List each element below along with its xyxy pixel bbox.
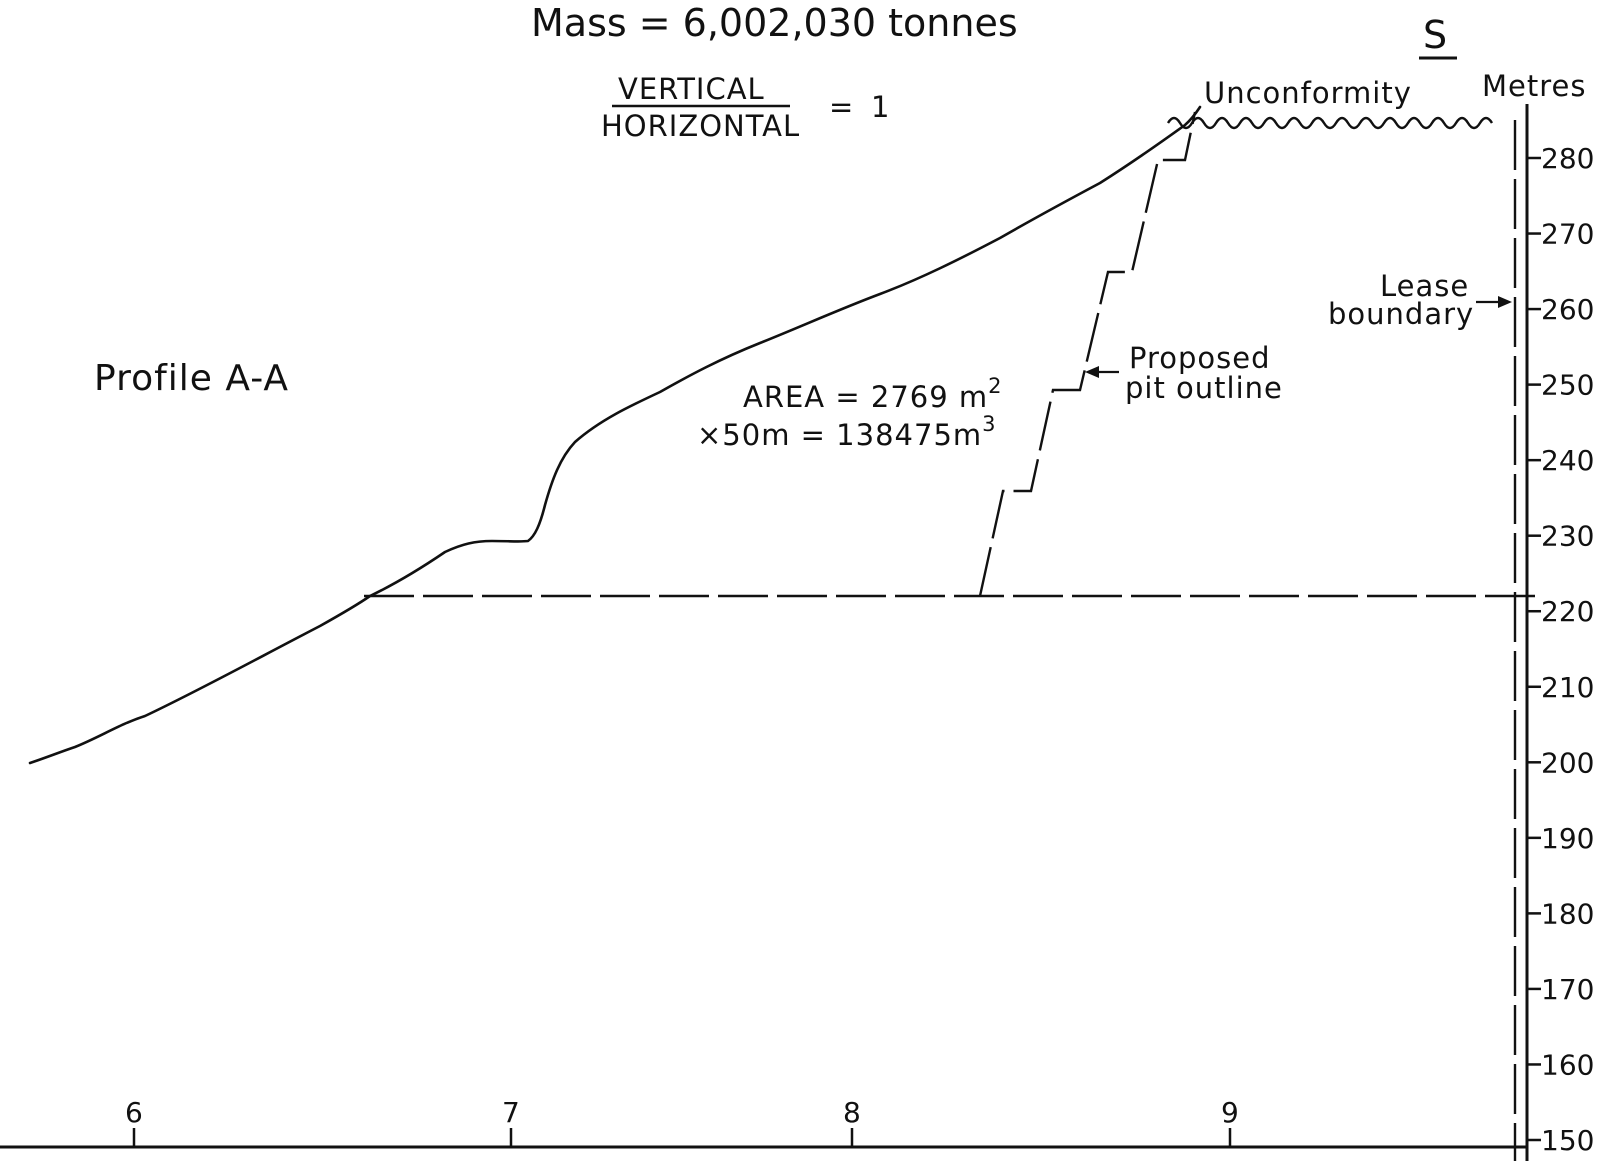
proposed-label-line1: Proposed bbox=[1129, 341, 1271, 375]
profile-label: Profile A-A bbox=[94, 358, 289, 399]
unconformity-line bbox=[1166, 116, 1494, 130]
y-axis-ticks: 280 270 260 250 240 230 220 210 200 190 180 170 160 1… bbox=[1527, 142, 1594, 1157]
y-tick-label: 150 bbox=[1541, 1124, 1594, 1157]
lease-arrow-head bbox=[1498, 296, 1512, 308]
area-label-line1: AREA = 2769 m2 bbox=[743, 374, 1003, 414]
y-axis-unit-label: Metres bbox=[1482, 69, 1586, 103]
x-axis-ticks: 6 7 8 9 bbox=[125, 1096, 1239, 1147]
lease-label-line1: Lease bbox=[1380, 269, 1469, 303]
proposed-arrow-head bbox=[1085, 366, 1099, 378]
x-tick-label: 6 bbox=[125, 1096, 143, 1129]
y-tick-label: 260 bbox=[1541, 293, 1594, 326]
y-tick-label: 270 bbox=[1541, 218, 1594, 251]
y-tick-label: 170 bbox=[1541, 973, 1594, 1006]
y-tick-label: 180 bbox=[1541, 897, 1594, 930]
mass-title: Mass = 6,002,030 tonnes bbox=[531, 1, 1018, 45]
x-tick-label: 7 bbox=[502, 1096, 520, 1129]
y-tick-label: 160 bbox=[1541, 1048, 1594, 1081]
x-tick-label: 8 bbox=[843, 1096, 861, 1129]
direction-marker: S bbox=[1423, 13, 1447, 57]
y-tick-label: 280 bbox=[1541, 142, 1594, 175]
lease-label-line2: boundary bbox=[1328, 297, 1474, 331]
proposed-pit-outline bbox=[978, 111, 1197, 597]
ground-profile-line bbox=[28, 105, 1202, 765]
scale-equals: = bbox=[829, 90, 854, 124]
proposed-label-line2: pit outline bbox=[1125, 371, 1283, 405]
area-label-line2: ×50m = 138475m3 bbox=[697, 412, 997, 452]
y-tick-label: 220 bbox=[1541, 595, 1594, 628]
scale-denominator: HORIZONTAL bbox=[601, 109, 800, 143]
y-tick-label: 240 bbox=[1541, 444, 1594, 477]
y-tick-label: 190 bbox=[1541, 822, 1594, 855]
y-tick-label: 230 bbox=[1541, 520, 1594, 553]
scale-value: 1 bbox=[871, 90, 890, 124]
unconformity-label: Unconformity bbox=[1204, 76, 1412, 110]
y-tick-label: 250 bbox=[1541, 369, 1594, 402]
scale-numerator: VERTICAL bbox=[618, 72, 765, 106]
y-tick-label: 210 bbox=[1541, 671, 1594, 704]
x-tick-label: 9 bbox=[1221, 1096, 1239, 1129]
y-tick-label: 200 bbox=[1541, 746, 1594, 779]
